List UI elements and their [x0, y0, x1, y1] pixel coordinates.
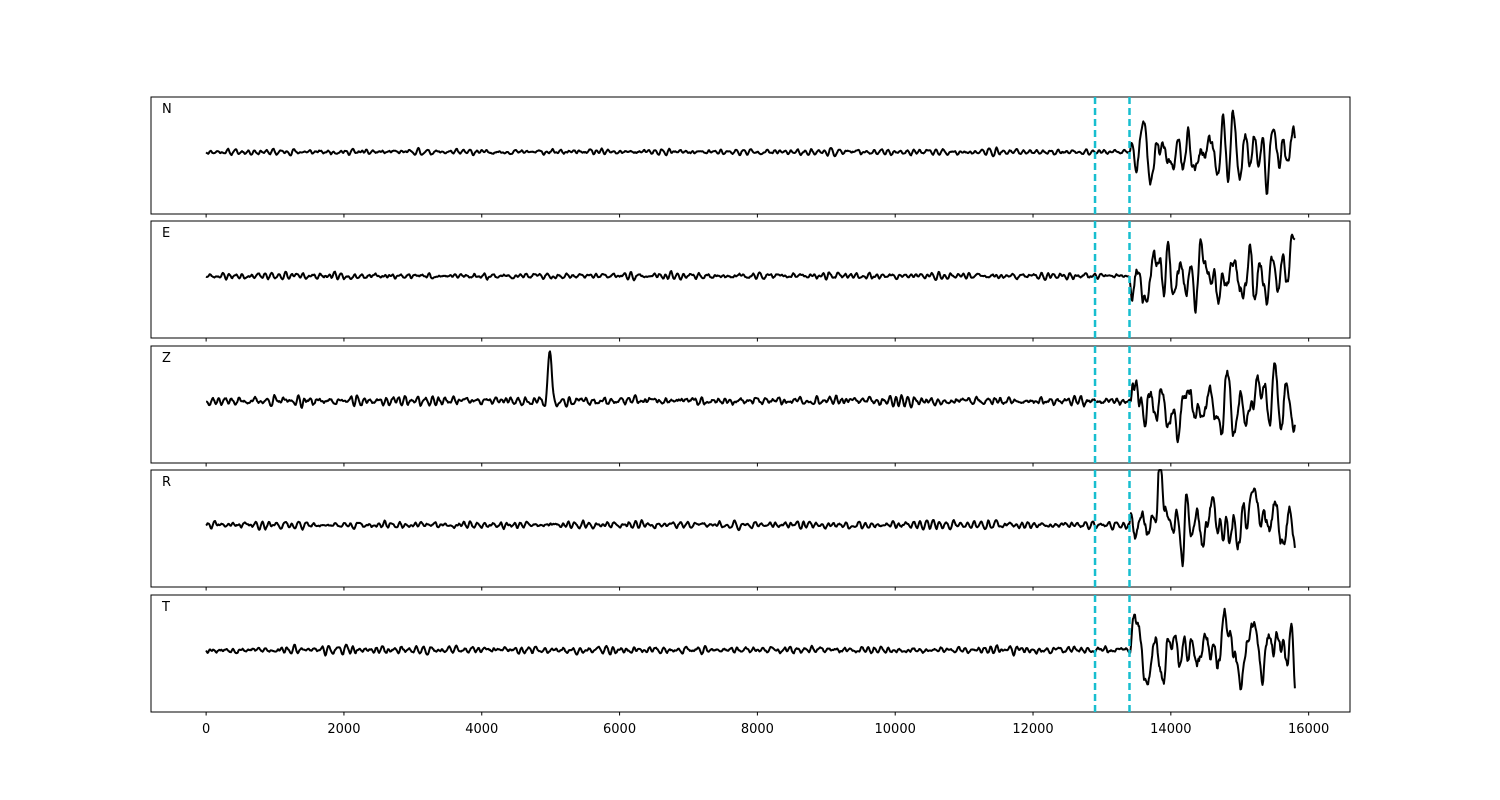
- x-tick-label: 4000: [465, 722, 498, 737]
- waveform-trace: [205, 350, 1296, 444]
- waveform-trace: [205, 607, 1296, 691]
- panel-label: Z: [162, 351, 171, 366]
- panel-t: T: [150, 594, 1351, 716]
- panel-e: E: [150, 220, 1351, 342]
- x-tick-label: 14000: [1150, 722, 1191, 737]
- panel-n: N: [150, 96, 1351, 218]
- x-tick-label: 10000: [875, 722, 916, 737]
- x-tick-label: 12000: [1012, 722, 1053, 737]
- x-tick-label: 6000: [603, 722, 636, 737]
- panel-r: R: [150, 469, 1351, 591]
- panel-frame: [150, 220, 1351, 339]
- panel-frame: [150, 345, 1351, 464]
- x-axis: 0 2000 4000 6000 8000 10000 12000 14000 16000: [202, 722, 1329, 737]
- x-tick-label: 0: [202, 722, 210, 737]
- waveform-trace: [205, 233, 1296, 314]
- panel-frame: [150, 469, 1351, 588]
- waveform-trace: [205, 109, 1296, 195]
- x-tick-label: 8000: [741, 722, 774, 737]
- panel-label: R: [162, 475, 171, 490]
- panel-frame: [150, 594, 1351, 713]
- x-tick-label: 16000: [1288, 722, 1329, 737]
- panel-label: N: [162, 102, 172, 117]
- panels-group: N E Z R T: [150, 96, 1351, 716]
- waveform-trace: [205, 469, 1296, 568]
- panel-z: Z: [150, 345, 1351, 467]
- panel-frame: [150, 96, 1351, 215]
- panel-label: E: [162, 226, 170, 241]
- panel-label: T: [161, 600, 170, 615]
- x-tick-label: 2000: [327, 722, 360, 737]
